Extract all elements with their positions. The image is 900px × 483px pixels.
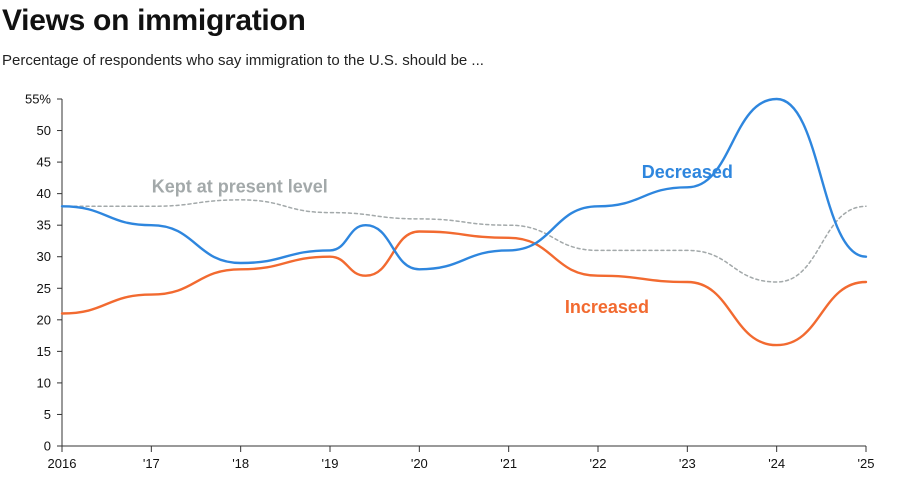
chart-subtitle: Percentage of respondents who say immigr… <box>2 52 484 69</box>
y-tick-label: 0 <box>44 439 51 454</box>
chart-axes: 0 5 10 15 20 25 30 35 40 45 50 55% 2016 '17 '18 '19 '20 '… <box>25 92 875 472</box>
y-tick-label: 25 <box>37 281 51 296</box>
y-tick-label: 35 <box>37 218 51 233</box>
y-tick-label: 15 <box>37 344 51 359</box>
series-label-kept-at-present-level: Kept at present level <box>152 176 328 196</box>
y-tick-label: 55% <box>25 92 51 107</box>
x-tick-label: '18 <box>232 456 249 471</box>
series-label-increased: Increased <box>565 297 649 317</box>
chart-lines <box>60 97 868 347</box>
y-tick-label: 10 <box>37 375 51 390</box>
x-tick-label: '19 <box>322 456 339 471</box>
series-line-increased <box>60 230 868 347</box>
y-tick-label: 50 <box>37 123 51 138</box>
series-labels: Decreased Increased Kept at present level <box>152 162 733 317</box>
x-tick-label: 2016 <box>48 456 77 471</box>
y-tick-label: 20 <box>37 312 51 327</box>
y-tick-label: 30 <box>37 249 51 264</box>
y-tick-label: 40 <box>37 186 51 201</box>
x-tick-label: '23 <box>679 456 696 471</box>
y-tick-label: 5 <box>44 407 51 422</box>
chart-title: Views on immigration <box>2 4 306 37</box>
y-tick-label: 45 <box>37 155 51 170</box>
series-line-kept-at-present-level <box>61 199 867 283</box>
x-tick-label: '24 <box>768 456 785 471</box>
x-tick-label: '22 <box>590 456 607 471</box>
x-tick-label: '20 <box>411 456 428 471</box>
series-label-decreased: Decreased <box>642 162 733 182</box>
x-tick-label: '17 <box>143 456 160 471</box>
series-line-decreased <box>60 97 868 271</box>
x-tick-label: '25 <box>858 456 875 471</box>
x-tick-label: '21 <box>500 456 517 471</box>
